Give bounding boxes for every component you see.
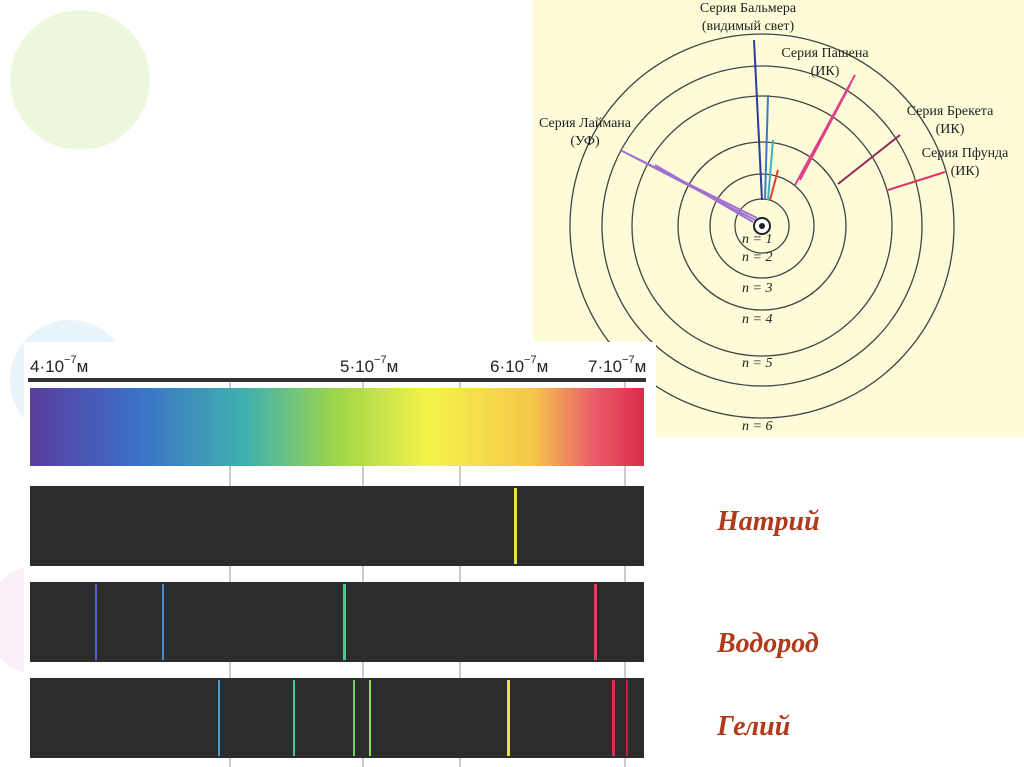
label: n = 6 <box>742 419 772 434</box>
orbits <box>569 33 955 419</box>
label: (видимый свет) <box>702 19 795 34</box>
label: 7·10 <box>588 357 622 376</box>
label: n = 5 <box>742 356 772 371</box>
label: n = 4 <box>742 312 772 327</box>
transition-arrows <box>619 39 946 223</box>
label: Гелий <box>716 711 790 742</box>
label: (УФ) <box>570 134 600 149</box>
label: n = 2 <box>742 250 772 265</box>
label: −7 <box>524 354 537 366</box>
element-labels: Натрий Водород Гелий <box>716 506 820 742</box>
label: 4·10 <box>30 357 64 376</box>
label: Водород <box>716 628 819 659</box>
svg-text:7·10−7м: 7·10−7м <box>588 354 646 376</box>
label: Серия Бальмера <box>700 1 797 16</box>
label: n = 1 <box>742 232 772 247</box>
label: 6·10 <box>490 357 524 376</box>
label: м <box>635 357 647 376</box>
line-spectra <box>30 486 644 758</box>
label: −7 <box>374 354 387 366</box>
svg-text:5·10−7м: 5·10−7м <box>340 354 398 376</box>
label: n = 3 <box>742 281 772 296</box>
label: Серия Пашена <box>781 46 869 61</box>
label: м <box>537 357 549 376</box>
series-labels: Серия Бальмера (видимый свет) Серия Пашен… <box>539 1 1009 179</box>
svg-text:6·10−7м: 6·10−7м <box>490 354 548 376</box>
label: м <box>77 357 89 376</box>
label: Натрий <box>716 506 820 537</box>
label: −7 <box>64 354 77 366</box>
scale-labels: 4·10−7м 5·10−7м 6·10−7м 7·10−7м <box>30 354 646 376</box>
svg-text:4·10−7м: 4·10−7м <box>30 354 88 376</box>
label: Серия Брекета <box>907 104 994 119</box>
label: Серия Пфунда <box>922 146 1010 161</box>
label: м <box>387 357 399 376</box>
label: −7 <box>622 354 635 366</box>
continuous-spectrum <box>30 388 644 466</box>
label: (ИК) <box>951 164 980 179</box>
scale-axis <box>28 378 646 382</box>
level-labels: n = 1 n = 2 n = 3 n = 4 n = 5 n = 6 <box>742 232 772 434</box>
label: 5·10 <box>340 357 374 376</box>
label: (ИК) <box>936 122 965 137</box>
label: (ИК) <box>811 64 840 79</box>
label: Серия Лаймана <box>539 116 632 131</box>
